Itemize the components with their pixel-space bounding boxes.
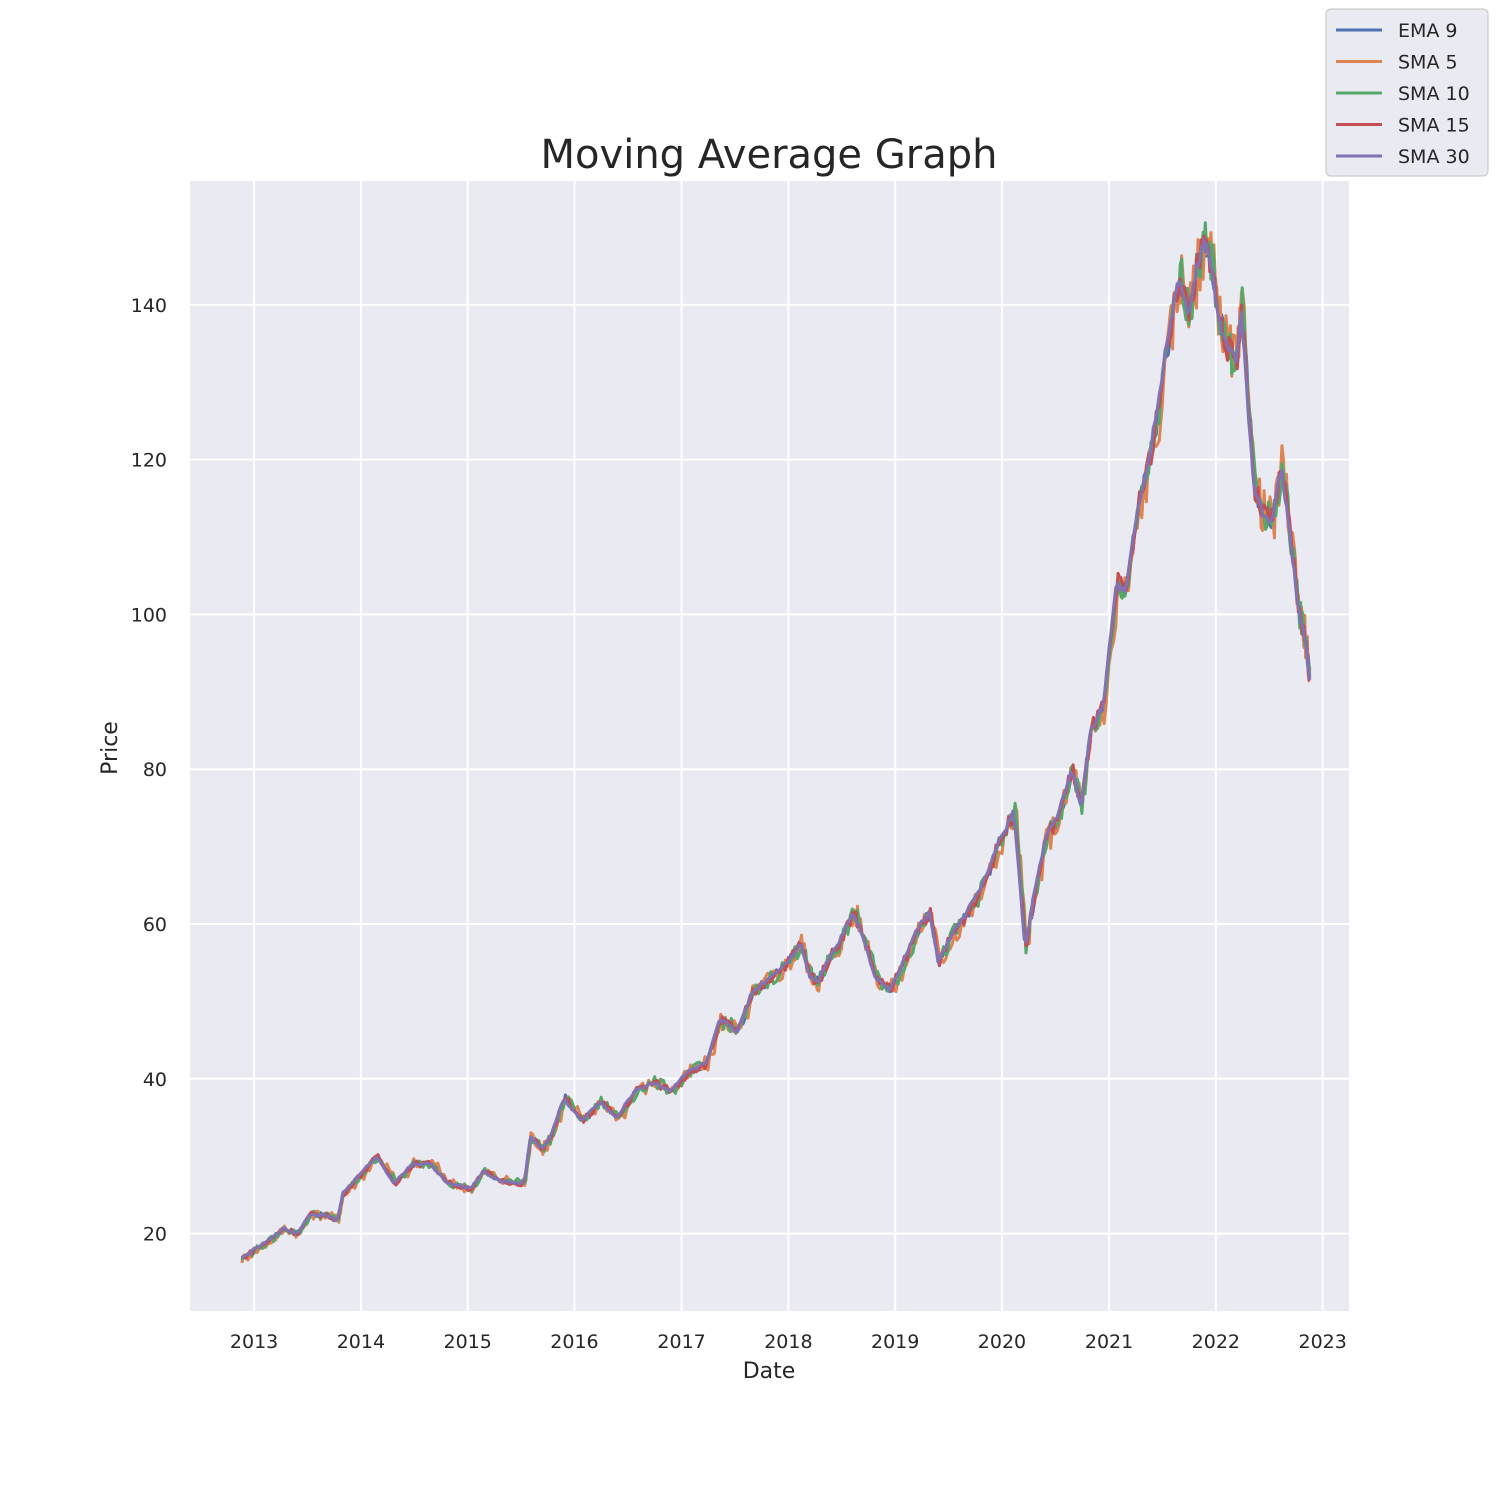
- x-tick-label: 2022: [1192, 1331, 1240, 1353]
- x-tick-label: 2013: [230, 1331, 278, 1353]
- series-lines: [240, 221, 1312, 1264]
- x-tick-label: 2015: [444, 1331, 492, 1353]
- legend: EMA 9 SMA 5 SMA 10 SMA 15 SMA 30: [1325, 8, 1489, 177]
- series-line-sma-15: [240, 234, 1311, 1260]
- y-tick-label: 40: [143, 1069, 167, 1091]
- series-line-sma-30: [241, 238, 1312, 1259]
- y-tick-label: 100: [131, 604, 167, 626]
- legend-items: EMA 9 SMA 5 SMA 10 SMA 15 SMA 30: [1336, 20, 1470, 168]
- legend-label: SMA 15: [1398, 115, 1470, 137]
- y-axis-label: Price: [98, 721, 123, 775]
- x-tick-label: 2019: [871, 1331, 919, 1353]
- legend-label: SMA 30: [1398, 146, 1470, 168]
- y-tick-label: 140: [131, 295, 167, 317]
- y-tick-label: 20: [143, 1224, 167, 1246]
- x-tick-label: 2018: [764, 1331, 812, 1353]
- x-tick-label: 2016: [550, 1331, 598, 1353]
- legend-box: [1325, 8, 1489, 177]
- x-axis-label: Date: [743, 1359, 796, 1384]
- x-tick-label: 2017: [657, 1331, 705, 1353]
- y-tick-label: 80: [143, 759, 167, 781]
- x-tick-label: 2020: [978, 1331, 1026, 1353]
- x-tick-label: 2023: [1298, 1331, 1346, 1353]
- series-line-sma-10: [240, 221, 1312, 1261]
- y-tick-label: 120: [131, 450, 167, 472]
- legend-label: SMA 10: [1398, 83, 1470, 105]
- plot-area: [190, 181, 1349, 1311]
- y-tick-labels: 20 40 60 80 100 120 140: [131, 295, 167, 1246]
- x-tick-label: 2014: [337, 1331, 385, 1353]
- x-tick-labels: 2013 2014 2015 2016 2017 2018 2019 2020 2021 2022…: [230, 1331, 1347, 1353]
- chart-title: Moving Average Graph: [541, 132, 998, 178]
- legend-label: EMA 9: [1398, 20, 1458, 42]
- y-tick-label: 60: [143, 914, 167, 936]
- x-tick-label: 2021: [1085, 1331, 1133, 1353]
- grid-lines: [190, 181, 1349, 1311]
- legend-label: SMA 5: [1398, 52, 1458, 74]
